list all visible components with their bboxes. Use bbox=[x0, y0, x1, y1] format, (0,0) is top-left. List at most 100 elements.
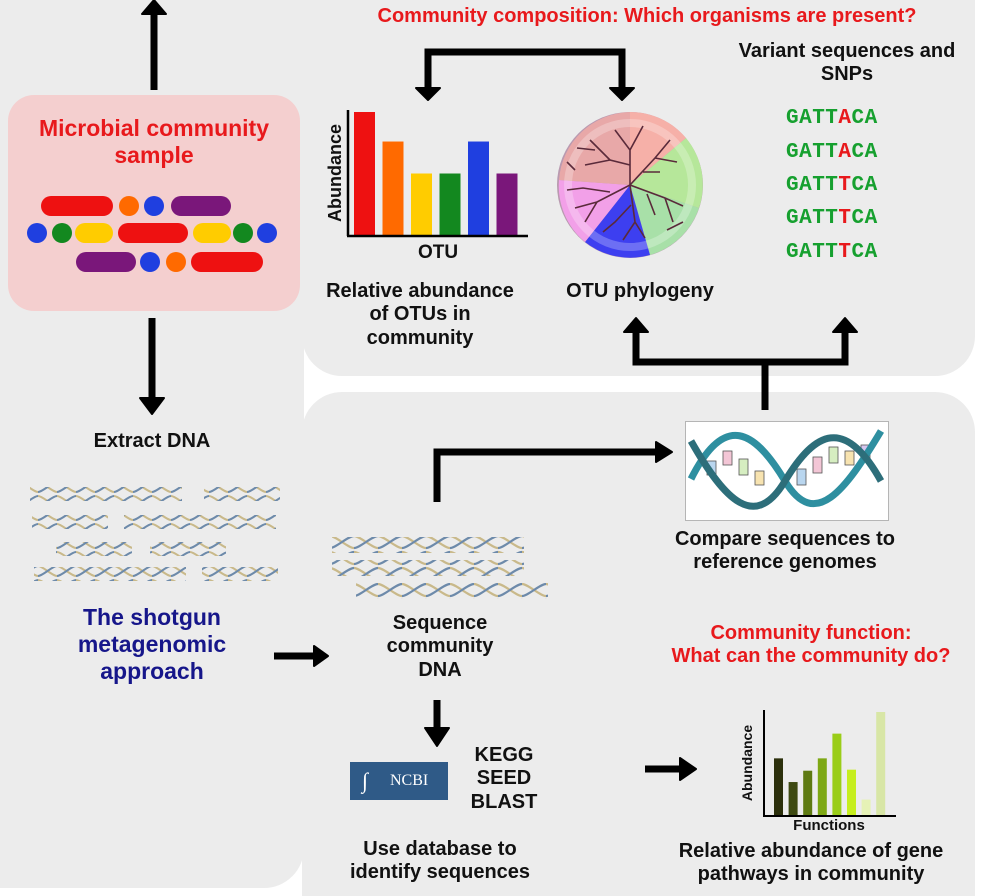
sequence-line3: DNA bbox=[418, 658, 462, 681]
seq-base: GATT bbox=[786, 141, 839, 164]
otu-abundance-chart: Abundance bbox=[325, 110, 528, 238]
bar-3 bbox=[803, 770, 813, 815]
approach-line2: metagenomic bbox=[77, 630, 227, 657]
variant-sequence-1: GATTACA bbox=[786, 107, 878, 130]
relative-abundance-label: Relative abundance of OTUs in community bbox=[300, 280, 540, 350]
rel-line2: of OTUs in bbox=[369, 303, 471, 326]
snp-base: A bbox=[838, 107, 852, 130]
cell-blue-coccus-3 bbox=[257, 223, 277, 243]
use-line2: identify sequences bbox=[349, 861, 531, 884]
variants-line2: SNPs bbox=[820, 63, 874, 86]
approach-title: The shotgun metagenomic approach bbox=[30, 604, 274, 685]
sequence-line2: community bbox=[386, 635, 494, 658]
variant-sequence-3: GATTTCA bbox=[786, 174, 878, 197]
function-title: Community function: What can the communi… bbox=[640, 622, 982, 669]
dna-fragment bbox=[30, 487, 182, 501]
bar-8 bbox=[876, 712, 886, 815]
compare-line2: reference genomes bbox=[693, 551, 877, 574]
dna-fragment bbox=[32, 515, 108, 529]
variants-line1: Variant sequences and bbox=[738, 40, 956, 62]
compare-sequences-label: Compare sequences to reference genomes bbox=[630, 528, 940, 575]
seq-base: CA bbox=[851, 141, 878, 164]
sample-title-line1: Microbial community bbox=[38, 115, 270, 141]
compare-line1: Compare sequences to bbox=[674, 528, 896, 550]
dna-fragment bbox=[150, 542, 226, 556]
variant-sequence-5: GATTTCA bbox=[786, 241, 878, 264]
dna-fragment bbox=[202, 567, 278, 581]
use-line1: Use database to bbox=[363, 838, 517, 860]
extract-dna-label: Extract DNA bbox=[93, 430, 211, 452]
snp-base: A bbox=[838, 141, 852, 164]
bar-3 bbox=[411, 173, 432, 235]
cell-purple-rod-2 bbox=[76, 252, 136, 272]
gene-line1: Relative abundance of gene bbox=[678, 840, 944, 862]
dna-fragment bbox=[124, 515, 276, 529]
cell-purple-rod-1 bbox=[171, 196, 231, 216]
rel-line3: community bbox=[366, 326, 474, 349]
seq-base: GATT bbox=[786, 174, 839, 197]
extracted-dna-fragments bbox=[30, 487, 280, 581]
bar-2 bbox=[382, 141, 404, 235]
seq-base: GATT bbox=[786, 241, 839, 264]
sample-title-line2: sample bbox=[114, 141, 194, 168]
phylogeny-label: OTU phylogeny bbox=[566, 280, 714, 302]
dna-fragment bbox=[204, 487, 280, 501]
variants-title: Variant sequences and SNPs bbox=[712, 40, 982, 87]
variant-sequence-4: GATTTCA bbox=[786, 207, 878, 230]
function-title-line2: What can the community do? bbox=[671, 645, 951, 668]
otu-chart-y-label: Abundance bbox=[325, 124, 345, 222]
seq-base: CA bbox=[851, 207, 878, 230]
cell-orange-coccus-1 bbox=[119, 196, 139, 216]
cell-yellow-rod-2 bbox=[193, 223, 231, 243]
bar-4 bbox=[817, 758, 827, 815]
gene-pathways-label: Relative abundance of gene pathways in c… bbox=[640, 840, 982, 887]
function-title-line1: Community function: bbox=[710, 622, 912, 644]
cell-green-coccus-2 bbox=[233, 223, 253, 243]
rel-line1: Relative abundance bbox=[326, 280, 514, 302]
reference-genome-helix bbox=[687, 429, 885, 510]
dna-read bbox=[356, 583, 548, 599]
db-seed: SEED bbox=[476, 767, 532, 790]
cell-blue-coccus-1 bbox=[144, 196, 164, 216]
cell-orange-coccus-2 bbox=[166, 252, 186, 272]
bar-5 bbox=[468, 141, 489, 235]
snp-base: T bbox=[838, 207, 852, 230]
dna-fragment bbox=[56, 542, 132, 556]
cell-red-rod-1 bbox=[41, 196, 113, 216]
seq-base: GATT bbox=[786, 207, 839, 230]
cell-red-rod-2 bbox=[118, 223, 188, 243]
seq-base: CA bbox=[851, 107, 878, 130]
db-blast: BLAST bbox=[470, 790, 538, 813]
bar-5 bbox=[832, 733, 842, 815]
cell-red-rod-3 bbox=[191, 252, 263, 272]
bar-7 bbox=[861, 799, 871, 815]
otu-phylogeny-tree bbox=[557, 111, 703, 258]
sample-title: Microbial community sample bbox=[8, 115, 300, 169]
ncbi-helix-icon: ∫ bbox=[362, 768, 369, 793]
seq-base: GATT bbox=[786, 107, 839, 130]
approach-line1: The shotgun bbox=[83, 604, 221, 630]
snp-base: T bbox=[838, 174, 852, 197]
function-abundance-chart: Abundance bbox=[739, 710, 896, 817]
ncbi-logo-text: NCBI bbox=[390, 772, 429, 789]
db-kegg: KEGG bbox=[474, 744, 534, 766]
community-dna-reads bbox=[332, 537, 548, 599]
bar-6 bbox=[496, 173, 518, 235]
cell-yellow-rod-1 bbox=[75, 223, 113, 243]
cell-blue-coccus-2 bbox=[27, 223, 47, 243]
bar-1 bbox=[774, 758, 783, 815]
approach-line3: approach bbox=[100, 657, 204, 684]
bar-1 bbox=[354, 112, 375, 235]
seq-base: CA bbox=[851, 174, 878, 197]
gene-line2: pathways in community bbox=[697, 863, 925, 886]
dna-read bbox=[332, 537, 524, 553]
bar-4 bbox=[439, 173, 461, 235]
cell-green-coccus-1 bbox=[52, 223, 72, 243]
composition-title: Community composition: Which organisms a… bbox=[377, 5, 917, 27]
functions-axis-label: Functions bbox=[793, 817, 865, 834]
otu-axis-label: OTU bbox=[417, 242, 459, 263]
variant-sequence-2: GATTACA bbox=[786, 141, 878, 164]
bar-6 bbox=[847, 769, 856, 815]
sequence-line1: Sequence bbox=[392, 612, 488, 634]
